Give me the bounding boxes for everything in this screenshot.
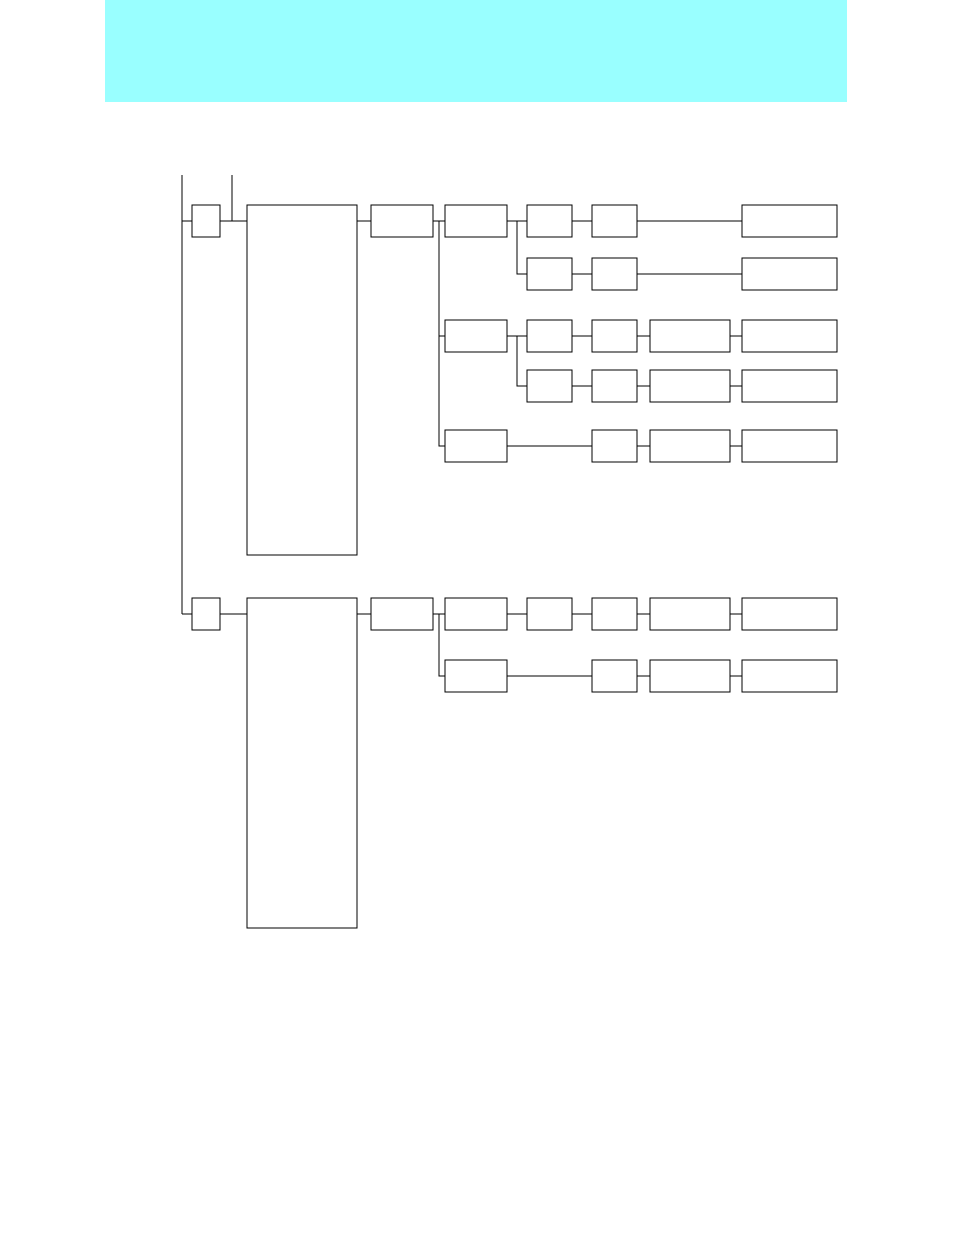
edge-e-r3-drop [439, 221, 445, 336]
node-r4-n5 [650, 370, 730, 402]
node-bot-big-panel [247, 598, 357, 928]
node-b1-n6 [742, 598, 837, 630]
node-r1-n1 [371, 205, 433, 237]
node-b1-n2 [445, 598, 507, 630]
node-r5-n5 [650, 430, 730, 462]
node-r3-n5 [650, 320, 730, 352]
node-r2-n4 [592, 258, 637, 290]
node-r1-n3 [527, 205, 572, 237]
node-b1-n1 [371, 598, 433, 630]
node-r5-n6 [742, 430, 837, 462]
node-r3-n6 [742, 320, 837, 352]
edge-e-r5-drop [439, 336, 445, 446]
node-top-stub-a [192, 205, 220, 237]
edge-e-b2-drop [439, 614, 445, 676]
node-r4-n4 [592, 370, 637, 402]
node-r4-n3 [527, 370, 572, 402]
node-r3-n4 [592, 320, 637, 352]
node-r5-n4 [592, 430, 637, 462]
node-b1-n5 [650, 598, 730, 630]
node-r4-n6 [742, 370, 837, 402]
node-top-big-panel [247, 205, 357, 555]
node-b2-n4 [592, 660, 637, 692]
diagram-canvas [0, 0, 954, 1235]
node-b2-n5 [650, 660, 730, 692]
edge-e-r4-drop [517, 336, 527, 386]
node-r1-n4 [592, 205, 637, 237]
node-r5-n2 [445, 430, 507, 462]
node-r2-n5 [742, 258, 837, 290]
node-r1-n5 [742, 205, 837, 237]
node-r2-n3 [527, 258, 572, 290]
node-b1-n4 [592, 598, 637, 630]
node-b1-n3 [527, 598, 572, 630]
edge-e-r2-drop [517, 221, 527, 274]
node-b2-n2 [445, 660, 507, 692]
node-b2-n6 [742, 660, 837, 692]
nodes-layer [192, 205, 837, 928]
node-r3-n3 [527, 320, 572, 352]
node-r1-n2 [445, 205, 507, 237]
node-r3-n2 [445, 320, 507, 352]
title-banner [105, 0, 847, 102]
node-bot-stub-a [192, 598, 220, 630]
